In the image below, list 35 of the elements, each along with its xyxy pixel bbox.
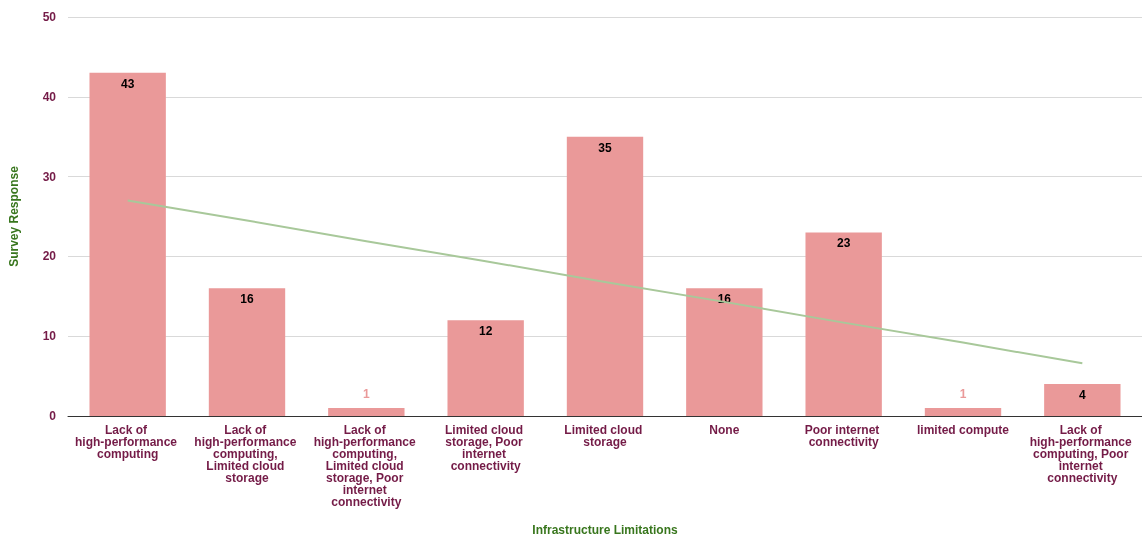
x-tick-label: Lack of high-performance computing, Limited cloud storage	[194, 423, 300, 485]
y-tick-label: 30	[42, 169, 57, 184]
data-label: 4	[1078, 388, 1086, 403]
x-tick-label: limited compute	[916, 423, 1010, 437]
bar	[328, 408, 405, 416]
data-label: 1	[959, 387, 967, 402]
bar	[208, 288, 286, 416]
data-label: 1	[362, 387, 370, 402]
data-label: 35	[598, 140, 612, 155]
bar	[805, 232, 882, 416]
x-tick-label: Limited cloud storage	[564, 423, 646, 449]
x-tick-label: Lack of high-performance computing, Limited cloud storage, Poor internet connectivity	[313, 423, 420, 509]
y-tick-label: 0	[49, 409, 57, 423]
y-tick-label: 50	[42, 10, 57, 24]
x-axis-title: Infrastructure Limitations	[532, 523, 678, 537]
line-series	[126, 199, 1084, 365]
bar	[686, 288, 763, 416]
bar	[1044, 384, 1121, 416]
x-tick-label: None	[709, 423, 740, 437]
x-tick-label: Lack of high-performance computing	[74, 423, 181, 461]
y-tick-label: 40	[42, 89, 57, 104]
data-label: 43	[120, 76, 135, 91]
bar	[89, 72, 166, 416]
data-label: 23	[836, 236, 851, 251]
x-tick-label: Lack of high-performance computing, Poor internet connectivity	[1029, 423, 1136, 485]
data-label: 12	[478, 324, 493, 339]
x-tick-label: Poor internet connectivity	[804, 423, 883, 449]
y-tick-label: 10	[42, 329, 57, 344]
data-label: 16	[240, 292, 254, 307]
x-tick-label: Limited cloud storage, Poor internet connectivity	[444, 423, 527, 473]
bar	[447, 320, 524, 416]
bar	[566, 136, 644, 416]
bar	[924, 408, 1002, 416]
y-axis-title: Survey Response	[7, 165, 21, 267]
y-tick-label: 20	[42, 249, 57, 264]
